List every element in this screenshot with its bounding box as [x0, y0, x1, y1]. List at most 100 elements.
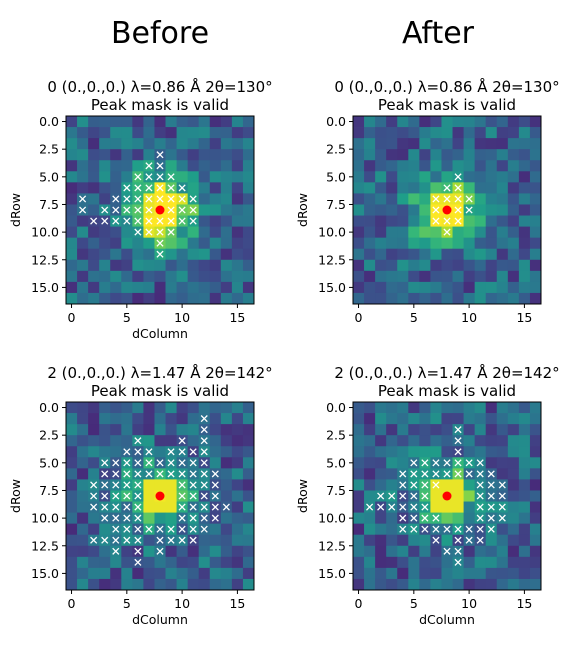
heatmap-cell	[154, 281, 166, 294]
heatmap-cell	[176, 424, 189, 436]
heatmap-cell	[430, 545, 442, 558]
heatmap-cell	[220, 468, 233, 480]
heatmap-cell	[507, 237, 520, 250]
heatmap-cell	[529, 534, 542, 547]
heatmap-cell	[143, 248, 155, 261]
mask-x-marker	[410, 492, 418, 500]
heatmap-cell	[463, 171, 476, 183]
mask-x-marker	[189, 492, 197, 500]
heatmap-cell	[88, 248, 100, 261]
heatmap-cell	[66, 138, 78, 150]
heatmap-cell	[529, 567, 542, 580]
heatmap-cell	[496, 127, 509, 139]
heatmap-cell	[386, 292, 398, 305]
heatmap-cell	[452, 127, 464, 139]
heatmap-cell	[485, 435, 498, 447]
mask-x-marker	[388, 503, 396, 511]
heatmap-cell	[496, 281, 509, 294]
heatmap-cell	[518, 479, 531, 491]
y-axis-label: dRow	[8, 479, 23, 513]
heatmap-cell	[496, 534, 509, 547]
heatmap-cell	[165, 512, 177, 525]
heatmap-cell	[375, 149, 387, 161]
heatmap-cell	[121, 160, 133, 172]
heatmap-cell	[430, 402, 442, 414]
mask-x-marker	[465, 459, 473, 467]
heatmap-cell	[88, 578, 100, 591]
heatmap-cell	[209, 259, 222, 272]
heatmap-cell	[397, 182, 409, 194]
mask-x-marker	[167, 173, 175, 181]
heatmap-cell	[441, 149, 453, 161]
heatmap-cell	[463, 512, 476, 525]
y-tick-label: 2.5	[39, 428, 59, 443]
heatmap-cell	[408, 413, 420, 425]
heatmap-cell	[419, 281, 431, 294]
heatmap-cell	[176, 567, 189, 580]
heatmap-cell	[143, 501, 155, 513]
heatmap-cell	[364, 545, 376, 558]
heatmap-cell	[66, 270, 78, 283]
heatmap-cell	[353, 248, 365, 261]
heatmap-cell	[463, 556, 476, 569]
mask-x-marker	[454, 470, 462, 478]
heatmap-cell	[154, 270, 166, 283]
mask-x-marker	[178, 217, 186, 225]
mask-x-marker	[454, 536, 462, 544]
mask-x-marker	[156, 195, 164, 203]
heatmap-cell	[242, 116, 255, 128]
heatmap-cell	[66, 413, 78, 425]
heatmap-cell	[231, 435, 244, 447]
heatmap-cell	[176, 127, 189, 139]
heatmap-cell	[165, 578, 177, 591]
x-tick-label: 15	[516, 310, 532, 325]
heatmap-cell	[242, 259, 255, 272]
heatmap-cell	[209, 556, 222, 569]
heatmap-cell	[397, 160, 409, 172]
heatmap-cell	[121, 567, 133, 580]
heatmap-cell	[242, 138, 255, 150]
heatmap-cell	[485, 457, 498, 469]
heatmap-cell	[132, 270, 144, 283]
heatmap-cell	[507, 490, 520, 502]
heatmap-cell	[77, 160, 89, 172]
chart-title: 2 (0.,0.,0.) λ=1.47 Å 2θ=142°	[47, 363, 272, 382]
heatmap-cell	[231, 534, 244, 547]
heatmap-cell	[496, 556, 509, 569]
heatmap-cell	[441, 512, 453, 525]
heatmap-cell	[66, 545, 78, 558]
heatmap-cell	[485, 292, 498, 305]
heatmap-cell	[518, 292, 531, 305]
heatmap-cell	[485, 160, 498, 172]
heatmap-cell	[198, 138, 211, 150]
mask-x-marker	[410, 481, 418, 489]
x-tick-label: 15	[229, 596, 245, 611]
heatmap-cell	[364, 193, 376, 205]
heatmap-cell	[121, 149, 133, 161]
heatmap-cell	[463, 182, 476, 194]
mask-x-marker	[79, 195, 87, 203]
x-tick-label: 10	[174, 310, 190, 325]
heatmap-cell	[165, 281, 177, 294]
heatmap-cell	[209, 226, 222, 239]
heatmap-cell	[419, 193, 431, 205]
heatmap-cell	[375, 127, 387, 139]
heatmap-cell	[364, 490, 376, 502]
heatmap-cell	[529, 215, 542, 227]
heatmap-cell	[187, 281, 200, 294]
heatmap-cell	[386, 512, 398, 525]
heatmap-cell	[77, 490, 89, 502]
heatmap-cell	[176, 138, 189, 150]
heatmap-cell	[220, 171, 233, 183]
mask-x-marker	[134, 184, 142, 192]
heatmap-cell	[99, 193, 111, 205]
heatmap-cell	[154, 446, 166, 458]
heatmap-cell	[397, 457, 409, 469]
heatmap-cell	[242, 578, 255, 591]
heatmap-cell	[474, 545, 487, 558]
heatmap-svg: 0 (0.,0.,0.) λ=0.86 Å 2θ=130°Peak mask i…	[295, 77, 560, 325]
heatmap-cell	[353, 193, 365, 205]
mask-x-marker	[443, 525, 451, 533]
heatmap-cell	[209, 534, 222, 547]
heatmap-cell	[165, 402, 177, 414]
